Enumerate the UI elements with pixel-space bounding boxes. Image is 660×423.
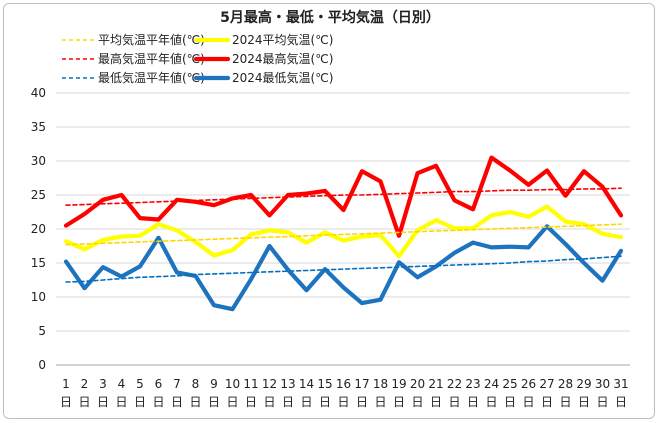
x-tick-label: 5 — [136, 377, 144, 391]
plot-area — [63, 155, 624, 312]
x-tick-suffix: 日 — [541, 395, 553, 409]
series-line-4 — [65, 255, 622, 283]
x-tick-suffix: 日 — [578, 395, 590, 409]
x-tick-suffix: 日 — [596, 395, 608, 409]
y-tick-label: 0 — [38, 358, 46, 372]
x-tick-label: 19 — [391, 377, 406, 391]
x-tick-label: 21 — [428, 377, 443, 391]
y-tick-label: 40 — [31, 86, 46, 100]
x-tick-suffix: 日 — [319, 395, 331, 409]
x-tick-suffix: 日 — [615, 395, 627, 409]
x-tick-label: 2 — [81, 377, 89, 391]
series-line-2 — [65, 187, 622, 206]
x-tick-suffix: 日 — [226, 395, 238, 409]
x-tick-label: 29 — [576, 377, 591, 391]
x-tick-suffix: 日 — [78, 395, 90, 409]
x-tick-label: 26 — [521, 377, 536, 391]
x-tick-suffix: 日 — [504, 395, 516, 409]
x-tick-label: 23 — [465, 377, 480, 391]
x-tick-label: 15 — [317, 377, 332, 391]
x-tick-label: 18 — [373, 377, 388, 391]
y-tick-label: 10 — [31, 290, 46, 304]
x-tick-suffix: 日 — [337, 395, 349, 409]
y-tick-label: 30 — [31, 154, 46, 168]
legend: 平均気温平年値(℃) 2024平均気温(℃) 最高気温平年値(℃) 2024最高気温(… — [62, 32, 333, 85]
x-tick-suffix: 日 — [189, 395, 201, 409]
x-tick-suffix: 日 — [374, 395, 386, 409]
x-tick-label: 30 — [595, 377, 610, 391]
x-tick-suffix: 日 — [300, 395, 312, 409]
x-tick-suffix: 日 — [448, 395, 460, 409]
x-tick-label: 6 — [155, 377, 163, 391]
x-tick-suffix: 日 — [152, 395, 164, 409]
x-tick-suffix: 日 — [467, 395, 479, 409]
x-tick-label: 16 — [336, 377, 351, 391]
x-tick-suffix: 日 — [134, 395, 146, 409]
x-tick-label: 4 — [118, 377, 126, 391]
x-tick-label: 11 — [243, 377, 258, 391]
x-tick-label: 10 — [225, 377, 240, 391]
x-tick-label: 14 — [299, 377, 314, 391]
x-tick-suffix: 日 — [559, 395, 571, 409]
x-tick-label: 24 — [484, 377, 499, 391]
x-tick-suffix: 日 — [522, 395, 534, 409]
x-tick-label: 13 — [280, 377, 295, 391]
x-tick-suffix: 日 — [171, 395, 183, 409]
series-line-1 — [63, 204, 624, 259]
x-tick-suffix: 日 — [485, 395, 497, 409]
chart-title: 5月最高・最低・平均気温（日別） — [220, 9, 440, 26]
y-tick-label: 25 — [31, 188, 46, 202]
y-tick-label: 20 — [31, 222, 46, 236]
x-tick-label: 27 — [539, 377, 554, 391]
x-tick-label: 12 — [262, 377, 277, 391]
x-tick-label: 3 — [99, 377, 107, 391]
x-tick-label: 20 — [410, 377, 425, 391]
legend-label-0: 平均気温平年値(℃) — [98, 32, 205, 47]
legend-label-2: 最高気温平年値(℃) — [98, 51, 205, 66]
series-line-3 — [63, 155, 624, 238]
x-tick-label: 9 — [210, 377, 218, 391]
y-tick-label: 35 — [31, 120, 46, 134]
y-tick-label: 5 — [38, 324, 46, 338]
x-tick-suffix: 日 — [356, 395, 368, 409]
x-tick-suffix: 日 — [208, 395, 220, 409]
x-tick-label: 31 — [613, 377, 628, 391]
x-tick-label: 28 — [558, 377, 573, 391]
x-tick-suffix: 日 — [282, 395, 294, 409]
legend-label-3: 2024最高気温(℃) — [232, 51, 333, 66]
legend-label-5: 2024最低気温(℃) — [232, 70, 333, 85]
x-tick-suffix: 日 — [245, 395, 257, 409]
x-tick-label: 17 — [354, 377, 369, 391]
legend-label-1: 2024平均気温(℃) — [232, 32, 333, 47]
x-tick-suffix: 日 — [115, 395, 127, 409]
x-axis: 1日2日3日4日5日6日7日8日9日10日11日12日13日14日15日16日1… — [60, 377, 629, 409]
x-tick-suffix: 日 — [430, 395, 442, 409]
x-tick-label: 22 — [447, 377, 462, 391]
x-tick-suffix: 日 — [393, 395, 405, 409]
x-tick-suffix: 日 — [60, 395, 72, 409]
y-axis: 0 5 10 15 20 25 30 35 40 — [31, 86, 46, 372]
series-line-0 — [65, 223, 622, 246]
x-tick-label: 8 — [192, 377, 200, 391]
legend-label-4: 最低気温平年値(℃) — [98, 70, 205, 85]
series-line-5 — [63, 224, 624, 312]
x-tick-suffix: 日 — [263, 395, 275, 409]
x-tick-label: 25 — [502, 377, 517, 391]
x-tick-suffix: 日 — [411, 395, 423, 409]
chart-frame — [3, 3, 655, 419]
x-tick-label: 7 — [173, 377, 181, 391]
x-tick-suffix: 日 — [97, 395, 109, 409]
x-tick-label: 1 — [62, 377, 70, 391]
y-tick-label: 15 — [31, 256, 46, 270]
